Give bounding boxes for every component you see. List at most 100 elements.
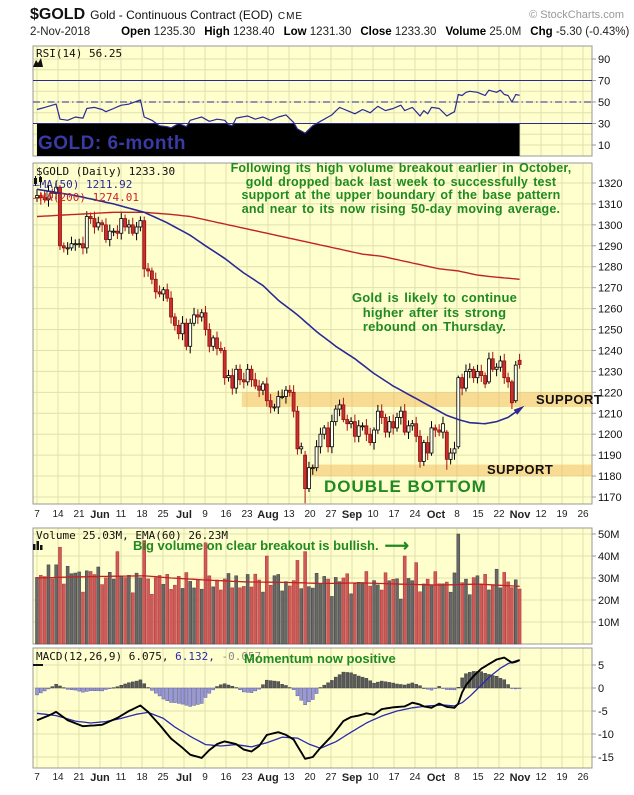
x-axis-label: 14	[52, 509, 64, 520]
macd-panel: 5 0 -5 -10 -15	[32, 647, 614, 769]
y-axis-label: 1170	[598, 492, 622, 504]
y-axis-label: 10M	[598, 617, 619, 629]
x-axis-label: Sep	[341, 509, 363, 521]
x-axis-label: 9	[202, 509, 208, 520]
exchange: CME	[277, 11, 304, 22]
macd-legend-prefix: MACD(12,26,9)	[36, 650, 123, 663]
x-axis-label: Oct	[426, 509, 446, 521]
x-axis-label: 24	[409, 772, 421, 783]
price-legend: $GOLD (Daily) 1233.30 —MA(50) 1211.92 —M…	[33, 165, 175, 204]
y-axis-label: 1190	[598, 450, 622, 462]
macd-signal-value: 6.132,	[175, 650, 215, 663]
y-axis-label: 1290	[598, 241, 622, 253]
symbol: $GOLD	[30, 6, 86, 23]
y-axis-label: 5	[598, 660, 604, 672]
y-axis-label: 1260	[598, 304, 622, 316]
y-axis-label: 0	[598, 683, 604, 695]
quote-label: Open	[121, 26, 151, 38]
rsi-legend: RSI(14) 56.25	[33, 47, 123, 67]
rsi-panel: 90 70 50 30 10	[32, 45, 610, 157]
volume-legend-text: Volume 25.03M, EMA(60) 26.23M	[36, 529, 229, 542]
x-axis-label: Jun	[90, 509, 110, 521]
y-axis-label: 40M	[598, 551, 619, 563]
x-axis-label: 8	[454, 772, 460, 783]
macd-hist-value: -0.057	[221, 650, 262, 663]
quote-value: 1238.40	[229, 26, 275, 38]
x-axis-label: 24	[409, 509, 421, 520]
y-axis-label: 1220	[598, 387, 622, 399]
x-axis-label: 19	[556, 772, 568, 783]
x-axis-label: 20	[304, 772, 316, 783]
ma200-legend-text: MA(200) 1274.01	[39, 191, 139, 204]
y-axis-label: 1270	[598, 283, 622, 295]
volume-panel: 50M 40M 30M 20M 10M	[32, 527, 619, 645]
chart-caption: GOLD: 6-month	[38, 133, 186, 154]
quote-fields: Open 1235.30 High 1238.40 Low 1231.30 Close…	[112, 26, 629, 38]
double-bottom-label: DOUBLE BOTTOM	[324, 477, 487, 496]
y-axis-label: 1310	[598, 199, 622, 211]
x-axis-label: Jul	[176, 772, 192, 784]
x-axis-label: 16	[220, 509, 232, 520]
x-axis-label: 26	[577, 509, 589, 520]
quote-value: -5.30 (-0.43%)	[552, 26, 630, 38]
x-axis-label: 27	[325, 772, 337, 783]
x-axis-label: 17	[388, 509, 400, 520]
x-axis-label: 22	[493, 772, 505, 783]
x-axis-label: 25	[157, 509, 169, 520]
annotation-volume-text: Big volume on clear breakout is bullish.	[133, 538, 379, 553]
y-axis-label: 50	[598, 97, 610, 109]
x-axis-label: 11	[115, 772, 127, 783]
annotation-volume: Big volume on clear breakout is bullish.…	[133, 536, 409, 556]
date-axis-bottom: 7 14 21 Jun 11 18 25 Jul 9 16 23 Aug 13 20 27 Sep 10 17 24…	[0, 770, 634, 786]
instrument-name: Gold - Continuous Contract (EOD)	[90, 8, 273, 22]
x-axis-label: 26	[577, 772, 589, 783]
quote-label: Close	[360, 26, 392, 38]
x-axis-label: Aug	[257, 772, 279, 784]
y-axis-label: -10	[598, 729, 614, 741]
y-axis-label: 1230	[598, 366, 622, 378]
x-axis-label: 11	[115, 509, 127, 520]
y-axis-label: 1280	[598, 262, 622, 274]
quote-label: High	[204, 26, 230, 38]
ma50-legend: —MA(50) 1211.92	[33, 178, 133, 191]
y-axis-label: 50M	[598, 529, 619, 541]
y-axis-label: 1240	[598, 345, 622, 357]
x-axis-label: 13	[283, 772, 295, 783]
x-axis-label: 13	[283, 509, 295, 520]
x-axis-label: Nov	[509, 509, 531, 521]
x-axis-label: 27	[325, 509, 337, 520]
macd-legend: MACD(12,26,9) 6.075, 6.132, -0.057	[33, 650, 262, 666]
x-axis-label: 9	[202, 772, 208, 783]
x-axis-label: 22	[493, 509, 505, 520]
chart-header: $GOLD Gold - Continuous Contract (EOD) CME	[30, 6, 303, 24]
annotation-breakout: Following its high volume breakout earli…	[230, 161, 572, 216]
y-axis-label: -5	[598, 706, 608, 718]
x-axis-label: 15	[472, 509, 484, 520]
x-axis-label: 8	[454, 509, 460, 520]
y-axis-label: -15	[598, 752, 614, 764]
x-axis-label: 23	[241, 772, 253, 783]
annotation-rebound: Gold is likely to continue higher after …	[351, 290, 518, 334]
x-axis-label: 7	[34, 509, 40, 520]
x-axis-label: 15	[472, 772, 484, 783]
macd-value: 6.075,	[128, 650, 169, 663]
quote-label: Volume	[445, 26, 487, 38]
x-axis-label: 10	[367, 772, 379, 783]
rsi-legend-text: RSI(14) 56.25	[36, 47, 123, 60]
support-label-upper: SUPPORT	[536, 392, 603, 407]
ma200-legend: —MA(200) 1274.01	[33, 191, 139, 204]
copyright: © StockCharts.com	[529, 9, 624, 21]
right-arrow-icon: ⟶	[384, 536, 409, 555]
y-axis-label: 30M	[598, 573, 619, 585]
x-axis-label: Jul	[176, 509, 192, 521]
x-axis-label: 18	[136, 509, 148, 520]
x-axis-label: Aug	[257, 509, 279, 521]
x-axis-label: 25	[157, 772, 169, 783]
support-label-lower: SUPPORT	[487, 462, 554, 477]
price-panel: 1320 1310 1300 1290 1280 1270 1260 1250 1240 1230…	[32, 162, 622, 505]
volume-legend: Volume 25.03M, EMA(60) 26.23M	[33, 529, 229, 550]
x-axis-label: 10	[367, 509, 379, 520]
ma50-legend-text: MA(50) 1211.92	[39, 178, 133, 191]
x-axis-label: Sep	[341, 772, 363, 784]
